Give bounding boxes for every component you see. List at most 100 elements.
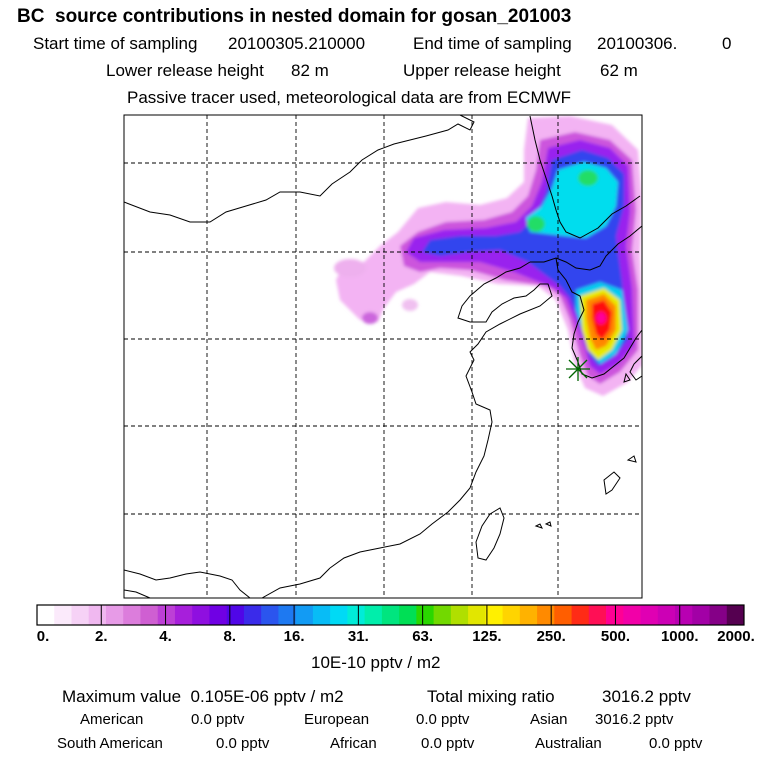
colorbar-swatch: [606, 605, 624, 625]
colorbar-swatch: [140, 605, 159, 625]
colorbar-swatch: [640, 605, 659, 625]
region-asian-value: 3016.2 pptv: [595, 711, 674, 728]
colorbar-unit: 10E-10 pptv / m2: [311, 653, 441, 672]
plume-green-2: [527, 216, 545, 232]
colorbar-frame: [36, 604, 745, 626]
upper-height-label: Upper release height: [403, 61, 561, 80]
colorbar-swatch: [519, 605, 538, 625]
colorbar-swatch: [726, 605, 745, 625]
colorbar-swatch: [364, 605, 383, 625]
islet-2: [544, 521, 552, 527]
colorbar-swatch: [347, 605, 366, 625]
colorbar-tick-label: 8.: [223, 628, 237, 645]
lower-height-label: Lower release height: [106, 61, 264, 80]
colorbar-tick-label: 16.: [283, 628, 305, 645]
colorbar-swatch: [105, 605, 124, 625]
colorbar-swatch: [278, 605, 297, 625]
border-south: [124, 569, 251, 598]
concentration-field: [334, 116, 642, 396]
end-time-value: 20100306.: [597, 34, 678, 53]
max-value-line: Maximum value 0.105E-06 pptv / m2: [62, 688, 344, 705]
region-australian-name: Australian: [535, 735, 602, 752]
coast-bohai: [329, 261, 553, 569]
end-time-suffix: 0: [722, 34, 732, 53]
max-value-label: Maximum value: [62, 687, 182, 706]
coast-korea: [555, 257, 642, 379]
max-value: 0.105E-06 pptv / m2: [190, 687, 344, 706]
colorbar-swatch: [468, 605, 486, 625]
colorbar-swatch: [157, 605, 176, 625]
start-time-value: 20100305.210000: [228, 34, 366, 53]
total-mixing-label: Total mixing ratio: [427, 687, 555, 706]
colorbar-swatch: [692, 605, 710, 625]
region-european-name: European: [304, 711, 370, 728]
colorbar-tick-label: 500.: [600, 628, 631, 645]
plume-west-patch-1: [334, 259, 366, 277]
colorbar-swatch: [675, 605, 693, 625]
colorbar-swatch: [381, 605, 400, 625]
colorbar-tick-label: 1000.: [660, 628, 699, 645]
coastline-layer: [124, 115, 642, 598]
colorbar-tick-label: 63.: [412, 628, 434, 645]
region-african-value: 0.0 pptv: [421, 735, 475, 752]
colorbar-tick-label: 2.: [95, 628, 108, 645]
colorbar-tick-label: 4.: [159, 628, 172, 645]
region-south-american-name: South American: [57, 735, 163, 752]
plume-west-patch-3: [402, 299, 418, 311]
end-time-label: End time of sampling: [413, 34, 572, 53]
start-time-label: Start time of sampling: [33, 34, 198, 53]
island-tsushima: [626, 455, 637, 463]
upper-height-value: 62 m: [600, 61, 638, 80]
island-taiwan: [475, 507, 505, 561]
colorbar: [36, 604, 745, 626]
coast-japan: [629, 355, 642, 381]
border-korea: [530, 225, 642, 271]
plume-green-1: [578, 170, 598, 186]
tracer-note: Passive tracer used, meteorological data…: [127, 88, 572, 107]
island-kyushu-1: [623, 372, 631, 383]
colorbar-swatch: [312, 605, 331, 625]
region-american-value: 0.0 pptv: [191, 711, 245, 728]
islet-1: [534, 523, 543, 529]
colorbar-swatch: [54, 605, 72, 625]
colorbar-swatch: [243, 605, 262, 625]
colorbar-swatch: [588, 605, 607, 625]
colorbar-tick-label: 0.: [36, 628, 50, 645]
colorbar-swatch: [123, 605, 141, 625]
colorbar-swatch: [261, 605, 279, 625]
region-asian-name: Asian: [530, 711, 568, 728]
region-australian-value: 0.0 pptv: [649, 735, 703, 752]
plot-title: BC source contributions in nested domain…: [17, 6, 572, 27]
coast-hainan: [124, 589, 151, 598]
border-northeast: [529, 115, 641, 239]
colorbar-swatch: [623, 605, 641, 625]
plume-pink-core: [596, 312, 606, 324]
colorbar-swatch: [399, 605, 417, 625]
colorbar-tick-label: 250.: [536, 628, 566, 645]
colorbar-swatch: [657, 605, 676, 625]
total-mixing-value: 3016.2 pptv: [602, 687, 691, 706]
colorbar-tick-label: 125.: [472, 628, 502, 645]
colorbar-swatch: [709, 605, 728, 625]
colorbar-swatch: [209, 605, 228, 625]
colorbar-swatch: [571, 605, 590, 625]
colorbar-swatch: [174, 605, 193, 625]
colorbar-swatch: [433, 605, 452, 625]
colorbar-swatch: [554, 605, 572, 625]
colorbar-swatch: [295, 605, 314, 625]
colorbar-swatch: [330, 605, 348, 625]
colorbar-tick-label: 31.: [347, 628, 369, 645]
colorbar-swatch: [502, 605, 521, 625]
region-african-name: African: [330, 735, 377, 752]
coast-south-china: [261, 567, 331, 598]
region-south-american-value: 0.0 pptv: [216, 735, 270, 752]
colorbar-swatch: [88, 605, 107, 625]
region-american-name: American: [80, 711, 144, 728]
map-frame: [123, 114, 643, 599]
lower-height-value: 82 m: [291, 61, 329, 80]
graticule: [124, 115, 642, 598]
colorbar-swatch: [485, 605, 503, 625]
island-ryukyu: [603, 471, 621, 495]
